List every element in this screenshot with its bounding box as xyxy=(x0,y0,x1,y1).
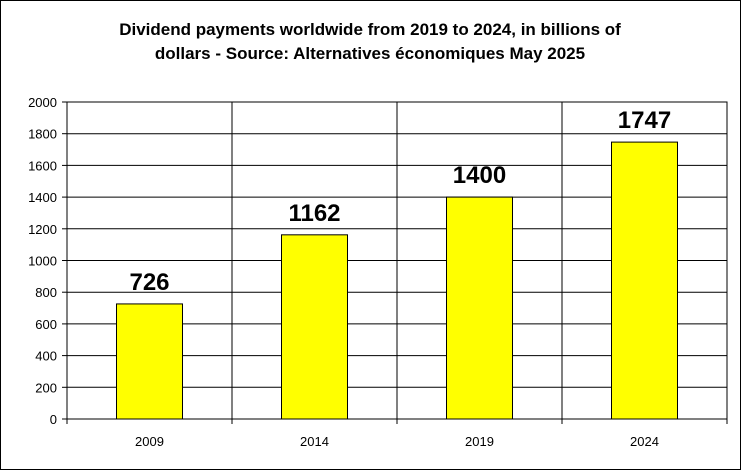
x-tick-label-2024: 2024 xyxy=(630,434,659,449)
y-tick-label: 1600 xyxy=(28,158,57,173)
chart-title-line-1: Dividend payments worldwide from 2019 to… xyxy=(119,20,621,39)
x-tick-label-2019: 2019 xyxy=(465,434,494,449)
y-tick-label: 2000 xyxy=(28,95,57,110)
y-tick-label: 800 xyxy=(35,285,57,300)
y-tick-label: 1000 xyxy=(28,254,57,269)
y-tick-label: 200 xyxy=(35,380,57,395)
chart-title: Dividend payments worldwide from 2019 to… xyxy=(40,18,700,66)
bar-2014 xyxy=(281,234,348,420)
y-tick-label: 0 xyxy=(50,412,57,427)
x-tick-label-2014: 2014 xyxy=(300,434,329,449)
y-tick-label: 600 xyxy=(35,317,57,332)
data-label-2009: 726 xyxy=(129,269,169,296)
y-tick-label: 1200 xyxy=(28,222,57,237)
data-label-2014: 1162 xyxy=(288,200,340,227)
y-tick-label: 1800 xyxy=(28,127,57,142)
bar-2009 xyxy=(116,303,183,420)
bar-2019 xyxy=(446,196,513,420)
x-tick-label-2009: 2009 xyxy=(135,434,164,449)
y-tick-label: 1400 xyxy=(28,190,57,205)
plot-border xyxy=(66,101,728,420)
data-label-2024: 1747 xyxy=(618,107,671,134)
y-tick-label: 400 xyxy=(35,349,57,364)
chart-title-line-2: dollars - Source: Alternatives économiqu… xyxy=(154,44,586,63)
data-label-2019: 1400 xyxy=(453,162,506,189)
bar-2024 xyxy=(611,141,678,420)
